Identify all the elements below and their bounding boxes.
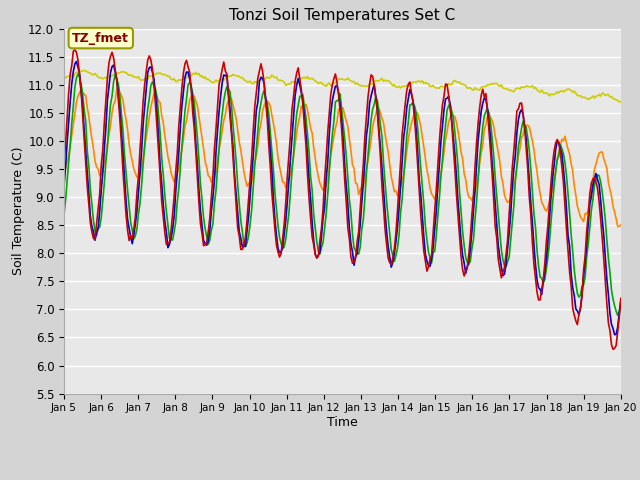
-2cm — [228, 130, 236, 136]
-32cm — [305, 76, 313, 82]
-4cm — [588, 193, 595, 199]
Line: -4cm: -4cm — [64, 61, 621, 335]
-16cm — [228, 96, 236, 102]
-16cm — [130, 166, 138, 172]
-2cm — [71, 47, 79, 53]
-16cm — [588, 187, 595, 192]
-8cm — [228, 103, 236, 108]
-32cm — [130, 74, 138, 80]
-16cm — [305, 116, 313, 121]
-32cm — [588, 95, 595, 101]
-8cm — [74, 71, 82, 77]
-8cm — [588, 207, 595, 213]
-16cm — [115, 85, 122, 91]
-4cm — [611, 332, 618, 337]
-4cm — [228, 129, 236, 134]
-2cm — [588, 180, 595, 186]
-2cm — [617, 296, 625, 301]
-4cm — [72, 59, 80, 64]
-2cm — [255, 68, 263, 73]
-2cm — [130, 227, 138, 232]
-4cm — [255, 78, 263, 84]
-8cm — [255, 109, 263, 115]
-32cm — [255, 78, 263, 84]
-16cm — [255, 128, 263, 133]
Title: Tonzi Soil Temperatures Set C: Tonzi Soil Temperatures Set C — [229, 9, 456, 24]
-16cm — [617, 222, 625, 228]
-4cm — [60, 184, 68, 190]
-32cm — [617, 99, 625, 105]
-8cm — [130, 236, 138, 242]
Line: -16cm: -16cm — [64, 88, 621, 227]
-16cm — [246, 182, 254, 188]
Line: -2cm: -2cm — [64, 50, 621, 349]
-32cm — [60, 74, 68, 80]
-16cm — [60, 169, 68, 175]
-2cm — [246, 175, 254, 181]
-8cm — [614, 312, 621, 318]
-16cm — [614, 224, 621, 229]
-4cm — [305, 178, 313, 183]
X-axis label: Time: Time — [327, 416, 358, 429]
-8cm — [305, 149, 313, 155]
-32cm — [81, 68, 88, 73]
-8cm — [246, 221, 254, 227]
-2cm — [609, 347, 617, 352]
-8cm — [617, 298, 625, 304]
-2cm — [60, 162, 68, 168]
Line: -32cm: -32cm — [64, 71, 621, 102]
Y-axis label: Soil Temperature (C): Soil Temperature (C) — [12, 147, 26, 276]
-2cm — [305, 196, 313, 202]
-32cm — [228, 73, 236, 79]
-4cm — [246, 194, 254, 200]
-4cm — [130, 232, 138, 238]
-32cm — [246, 78, 254, 84]
Line: -8cm: -8cm — [64, 74, 621, 315]
-4cm — [617, 300, 625, 306]
-8cm — [60, 212, 68, 217]
Text: TZ_fmet: TZ_fmet — [72, 32, 129, 45]
